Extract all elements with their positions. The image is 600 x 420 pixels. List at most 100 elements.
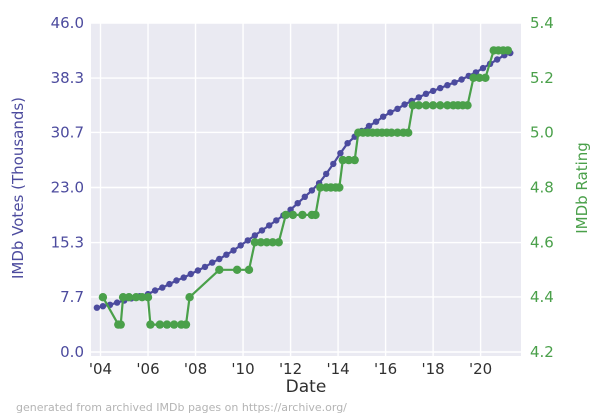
data-point-marker — [258, 227, 266, 234]
data-point-marker — [469, 73, 478, 83]
data-point-marker — [387, 128, 396, 137]
data-point-marker — [365, 122, 373, 130]
votes-series — [93, 49, 514, 311]
data-point-marker — [230, 247, 237, 254]
data-point-marker — [216, 255, 223, 263]
x-tick-label: '12 — [279, 360, 302, 378]
right-tick-label: 4.6 — [530, 233, 554, 251]
right-tick-label: 4.2 — [530, 343, 554, 361]
right-axis-title: IMDb Rating — [573, 142, 591, 234]
data-point-marker — [415, 94, 422, 101]
data-point-marker — [421, 101, 431, 110]
x-tick-label: '20 — [469, 360, 492, 378]
data-point-marker — [166, 280, 173, 288]
data-point-marker — [288, 210, 298, 220]
x-tick-label: '04 — [89, 360, 112, 378]
x-axis-tick-labels: '04 '06 '08 '10 '12 '14 '16 '18 '20 — [89, 360, 492, 378]
data-point-marker — [244, 237, 251, 244]
data-point-marker — [350, 155, 359, 165]
data-point-marker — [151, 287, 159, 294]
x-tick-label: '18 — [421, 360, 444, 378]
data-point-marker — [443, 101, 452, 110]
left-tick-label: 15.3 — [51, 234, 84, 252]
data-point-marker — [256, 238, 266, 247]
data-point-marker — [394, 105, 401, 113]
data-point-marker — [463, 101, 472, 110]
data-point-marker — [209, 259, 216, 266]
data-point-marker — [244, 265, 254, 274]
data-point-marker — [124, 293, 134, 302]
left-tick-label: 38.3 — [51, 69, 84, 87]
data-point-marker — [268, 238, 277, 247]
rating-markers — [98, 46, 513, 329]
data-point-marker — [393, 128, 402, 137]
data-point-marker — [344, 155, 353, 165]
right-axis-tick-labels: 5.4 5.2 5.0 4.8 4.6 4.4 4.2 — [530, 14, 554, 361]
right-tick-label: 5.0 — [530, 124, 554, 142]
data-point-marker — [387, 109, 394, 116]
data-point-marker — [335, 183, 344, 192]
data-point-marker — [475, 73, 484, 83]
data-point-marker — [131, 293, 141, 302]
data-point-marker — [273, 217, 280, 224]
data-point-marker — [201, 263, 209, 271]
data-point-marker — [337, 150, 344, 157]
data-point-marker — [298, 210, 307, 220]
data-point-marker — [262, 238, 271, 247]
data-point-marker — [143, 293, 153, 302]
right-tick-label: 5.4 — [530, 14, 554, 32]
data-point-marker — [169, 320, 179, 329]
left-tick-label: 46.0 — [51, 14, 84, 32]
x-tick-label: '16 — [374, 360, 397, 378]
data-point-marker — [159, 284, 166, 291]
left-tick-label: 0.0 — [60, 343, 84, 361]
data-point-marker — [294, 200, 301, 207]
data-point-marker — [494, 56, 501, 63]
x-tick-label: '10 — [231, 360, 254, 378]
data-point-marker — [173, 277, 180, 284]
left-axis-title: IMDb Votes (Thousands) — [9, 96, 27, 280]
data-point-marker — [181, 320, 191, 329]
data-point-marker — [266, 222, 273, 229]
data-point-marker — [301, 193, 308, 200]
data-point-marker — [98, 293, 108, 302]
x-tick-label: '08 — [184, 360, 207, 378]
data-point-marker — [251, 232, 259, 239]
data-point-marker — [323, 170, 330, 178]
left-axis-tick-labels: 46.0 38.3 30.7 23.0 15.3 7.7 0.0 — [51, 14, 84, 361]
data-point-marker — [194, 267, 202, 274]
data-point-marker — [223, 251, 230, 258]
data-point-marker — [404, 128, 413, 137]
data-point-marker — [162, 320, 172, 329]
rating-series — [98, 46, 513, 329]
left-tick-label: 30.7 — [51, 123, 84, 141]
data-point-marker — [444, 82, 451, 89]
data-point-marker — [137, 293, 147, 302]
left-tick-label: 23.0 — [51, 179, 84, 197]
data-point-marker — [458, 76, 465, 83]
data-point-marker — [185, 293, 194, 302]
data-point-marker — [281, 210, 290, 220]
data-point-marker — [479, 64, 487, 72]
data-point-marker — [155, 320, 165, 329]
x-axis-title: Date — [285, 377, 327, 397]
plot-area — [91, 23, 521, 356]
data-point-marker — [237, 242, 244, 249]
data-point-marker — [451, 79, 458, 86]
data-point-marker — [308, 187, 316, 194]
right-tick-label: 4.8 — [530, 179, 554, 197]
x-tick-label: '06 — [136, 360, 159, 378]
data-point-marker — [330, 160, 337, 168]
data-point-marker — [344, 140, 351, 147]
data-point-marker — [274, 238, 283, 247]
data-point-marker — [437, 84, 444, 92]
data-point-marker — [93, 304, 101, 311]
votes-markers — [93, 49, 514, 311]
data-point-marker — [338, 155, 347, 165]
data-point-marker — [408, 101, 418, 110]
x-tick-label: '14 — [326, 360, 349, 378]
data-point-marker — [503, 46, 513, 55]
left-tick-label: 7.7 — [60, 288, 84, 306]
data-point-marker — [429, 87, 437, 95]
